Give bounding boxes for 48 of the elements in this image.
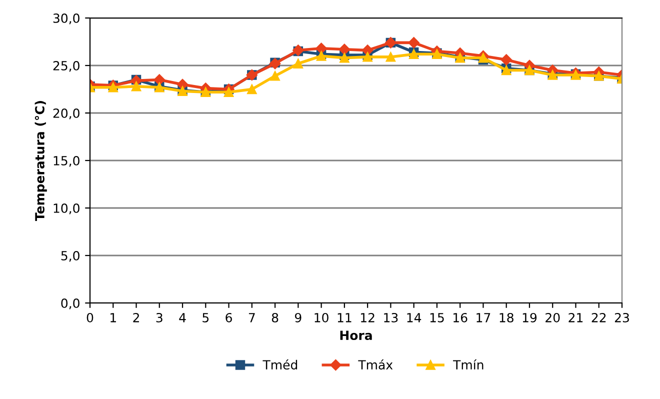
x-tick-label: 14 <box>407 313 422 322</box>
legend-label: Tméd <box>262 359 298 370</box>
point <box>386 52 396 62</box>
y-tick-label: 15,0 <box>54 156 80 167</box>
x-tick-label: 12 <box>360 312 374 322</box>
point <box>500 54 512 66</box>
point <box>408 37 420 48</box>
x-tick-label: 1 <box>110 313 116 322</box>
x-tick-label: 13 <box>384 312 398 322</box>
x-tick-label: 0 <box>86 312 94 322</box>
x-tick-label: 6 <box>226 312 232 322</box>
x-tick-label: 21 <box>568 312 583 322</box>
point <box>131 82 142 92</box>
point <box>340 53 350 63</box>
point <box>293 58 304 68</box>
x-tick-label: 5 <box>202 313 209 322</box>
legend-label: Tmín <box>453 359 484 370</box>
legend-label: Tmáx <box>358 359 393 370</box>
point <box>338 44 350 55</box>
y-tick-label: 5,0 <box>61 250 80 262</box>
x-tick-label: 3 <box>156 312 162 322</box>
x-tick-label: 4 <box>179 313 186 322</box>
x-tick-label: 17 <box>476 313 490 322</box>
x-tick-label: 2 <box>133 312 139 322</box>
x-tick-label: 15 <box>430 313 444 322</box>
x-tick-label: 22 <box>592 312 606 322</box>
point <box>247 84 257 94</box>
x-tick-label: 23 <box>614 312 629 322</box>
x-tick-label: 19 <box>522 312 537 322</box>
point <box>270 71 280 81</box>
x-tick-label: 11 <box>338 313 352 322</box>
x-tick-label: 7 <box>248 313 255 322</box>
y-tick-label: 30,0 <box>53 13 80 24</box>
point <box>224 87 234 97</box>
y-tick-label: 25,0 <box>53 60 80 72</box>
x-tick-label: 20 <box>546 312 560 322</box>
point <box>316 42 327 54</box>
x-tick-label: 16 <box>454 312 468 322</box>
y-axis-title: Temperatura (°C) <box>34 101 47 221</box>
point <box>154 74 165 86</box>
x-tick-label: 9 <box>294 312 302 322</box>
y-tick-label: 20,0 <box>53 108 80 120</box>
y-tick-label: 0,0 <box>61 298 80 310</box>
x-tick-label: 8 <box>272 312 278 322</box>
x-tick-label: 10 <box>314 312 328 322</box>
y-tick-label: 10,0 <box>54 203 80 214</box>
x-axis-title: Hora <box>340 330 372 340</box>
x-tick-label: 18 <box>500 312 514 322</box>
